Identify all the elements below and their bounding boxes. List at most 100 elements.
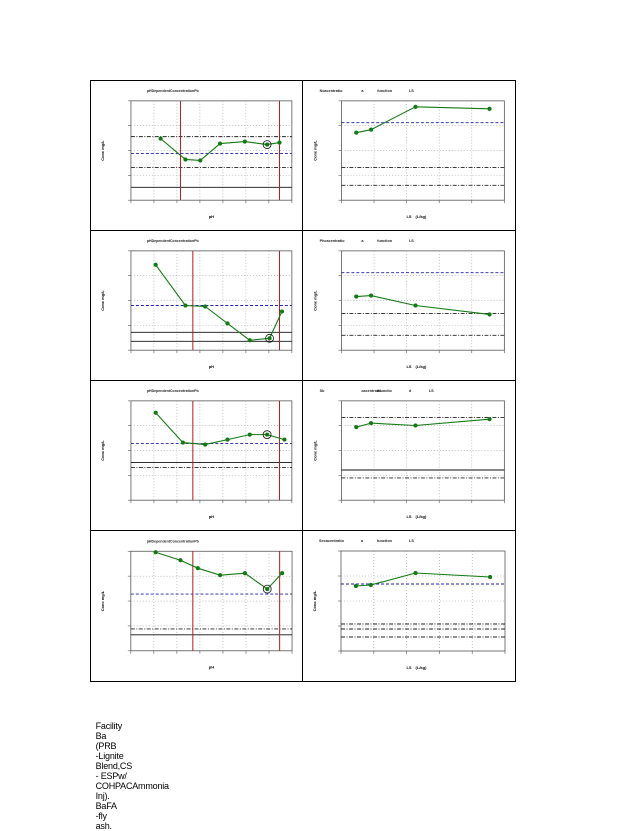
chart-panel-ph-4: pHDependentConcentrationPb pH Conc mg/L (91, 531, 303, 681)
x-axis-label: pH (209, 364, 214, 369)
caption-part: ash. (95, 821, 112, 831)
chart-title: afunctio (377, 389, 392, 393)
data-point (413, 423, 418, 428)
figure-caption: Facility Ba (PRB -Lignite Blend,CS - ESP… (91, 711, 183, 831)
chart-title: function (377, 89, 393, 93)
x-axis-label: LS (406, 514, 411, 519)
x-axis-label: LS (406, 214, 411, 219)
chart-title: a (361, 239, 364, 243)
y-axis-label: Conc mg/L (313, 440, 318, 461)
chart-title: a (361, 539, 364, 543)
x-axis-label: LS (406, 364, 411, 369)
data-point (264, 142, 270, 147)
data-point (353, 583, 359, 589)
data-point (282, 437, 287, 442)
data-point (413, 104, 418, 109)
data-point (264, 432, 270, 437)
x-axis-label: pH (209, 665, 214, 670)
x-axis-label: pH (209, 214, 214, 219)
highlight-ring (262, 140, 272, 149)
chart-title: pHDependentConcentrationPb (147, 389, 200, 393)
data-point (487, 574, 493, 580)
data-point (368, 127, 374, 132)
chart-title: function (377, 539, 393, 543)
x-axis-label: (L/kg) (416, 514, 427, 519)
series-line (155, 551, 283, 590)
data-point (247, 338, 252, 343)
chart-panel-ph-2: pHDependentConcentrationPb pH Conc mg/L (91, 231, 303, 381)
caption-part: Blend,CS (95, 761, 133, 771)
data-point (183, 157, 188, 162)
series-line (356, 295, 490, 315)
data-point (242, 139, 247, 144)
data-point (195, 566, 200, 571)
data-point (487, 417, 492, 422)
chart-title: function (377, 239, 393, 243)
series-line (356, 106, 490, 134)
data-point (158, 136, 163, 141)
caption-part: -fly (95, 811, 107, 821)
x-axis-label: (L/kg) (416, 364, 427, 369)
y-axis-label: Conc mg/L (313, 140, 318, 161)
chart-title: a (361, 89, 364, 93)
data-point (153, 410, 158, 415)
caption-part: -Lignite (95, 751, 124, 761)
chart-title: pHDependentConcentrationPb (147, 89, 200, 93)
chart-title: cacentratio (361, 389, 382, 393)
caption-part: Ba (95, 731, 107, 741)
data-point (277, 140, 282, 145)
data-point (178, 558, 183, 563)
y-axis-label: Conc mg/L (100, 440, 105, 461)
data-point (265, 586, 270, 592)
x-axis-label: LS (406, 665, 411, 670)
data-point (368, 293, 374, 298)
data-point (354, 130, 359, 135)
data-point (198, 158, 203, 163)
chart-panel-ph-1: pHDependentConcentrationPb pH Conc mg/L (91, 81, 303, 231)
data-point (413, 570, 418, 576)
chart-panel-ls-4: Secacentratio a function LS LS (L/kg) Conc mg/… (303, 531, 515, 681)
highlight-ring (262, 430, 272, 440)
chart-svg: Phcacentratio a function LS LS (L/kg) Conc mg/… (313, 239, 505, 369)
caption-part: (PRB (95, 741, 117, 751)
data-point (180, 440, 186, 445)
data-point (487, 106, 492, 111)
data-point (203, 304, 208, 309)
data-point (217, 573, 223, 578)
data-point (368, 582, 373, 588)
chart-svg: pHDependentConcentrationPb pH Conc mg/L (100, 389, 293, 519)
chart-svg: pHDependentConcentrationPb pH Conc mg/L (100, 239, 293, 369)
y-axis-label: Conc mg/L (312, 590, 317, 611)
chart-panel-ph-3: pHDependentConcentrationPb pH Conc mg/L (91, 381, 303, 531)
chart-panel-ls-3: Sb cacentratio afunctio d LS LS (L/kg) Conc mg/… (303, 381, 515, 531)
series-line (155, 264, 283, 341)
data-point (183, 303, 188, 308)
chart-panel-ls-1: Ncacentratio a function LS LS (L/kg) Conc mg/L (303, 81, 515, 231)
chart-title: pHDependentConcentrationPb (147, 539, 200, 543)
highlight-ring (265, 333, 274, 343)
y-axis-label: Conc mg/L (100, 590, 105, 611)
chart-title: d (409, 389, 412, 393)
caption-part: - ESPw/ (95, 771, 127, 781)
chart-panel-ls-2: Phcacentratio a function LS LS (L/kg) Conc mg/… (303, 231, 515, 381)
caption-part: Inj). (95, 791, 110, 801)
data-point (267, 336, 272, 341)
chart-svg: pHDependentConcentrationPb pH Conc mg/L (100, 89, 293, 219)
data-point (225, 437, 230, 442)
data-point (225, 321, 230, 326)
data-point (413, 303, 418, 308)
chart-title: Secacentratio (319, 539, 345, 543)
x-axis-label: pH (209, 514, 214, 519)
data-point (354, 294, 359, 299)
y-axis-label: Conc mg/L (100, 290, 105, 311)
data-point (279, 571, 285, 576)
caption-part: COHPACAmmonia (95, 781, 169, 791)
data-point (153, 262, 158, 267)
chart-title: Sb (320, 389, 326, 393)
data-point (153, 550, 158, 555)
data-point (217, 141, 223, 146)
data-point (354, 424, 359, 430)
chart-svg: Secacentratio a function LS LS (L/kg) Conc mg/… (312, 539, 506, 670)
chart-svg: Ncacentratio a function LS LS (L/kg) Conc mg/L (313, 89, 505, 219)
